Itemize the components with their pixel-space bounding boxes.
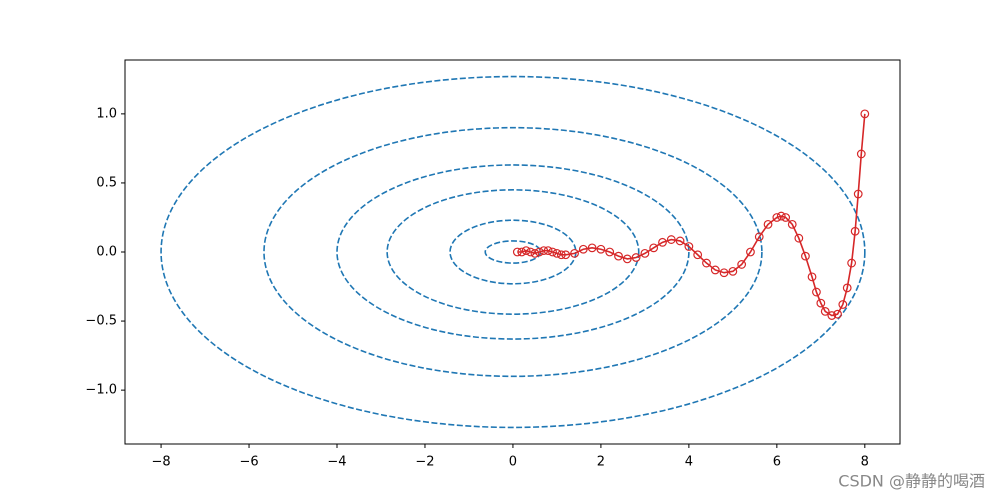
x-tick-label: −4 xyxy=(327,455,346,470)
trajectory-marker xyxy=(746,247,755,257)
trajectory-marker xyxy=(605,247,615,257)
trajectory-marker xyxy=(827,311,837,320)
contour xyxy=(386,189,640,315)
trajectory-marker xyxy=(543,246,553,256)
trajectory-marker xyxy=(561,250,571,260)
trajectory-marker xyxy=(853,189,863,199)
trajectory-marker xyxy=(754,232,764,242)
y-tick-label: 0.5 xyxy=(96,175,117,190)
trajectory-marker xyxy=(684,242,694,251)
trajectory-marker xyxy=(787,219,797,229)
trajectory-marker xyxy=(534,247,544,257)
contour xyxy=(160,75,866,429)
trajectory-marker xyxy=(772,213,782,222)
trajectory-marker xyxy=(776,211,786,221)
contour xyxy=(336,164,690,340)
trajectory-marker xyxy=(702,258,711,268)
plot-frame xyxy=(124,59,901,445)
x-tick-label: 6 xyxy=(773,455,781,470)
trajectory-marker xyxy=(719,268,729,278)
y-tick-label: 1.0 xyxy=(96,106,117,121)
watermark: CSDN @静静的喝酒 xyxy=(838,472,985,491)
trajectory-marker xyxy=(850,226,860,236)
trajectory-marker xyxy=(807,272,817,282)
trajectory-marker xyxy=(552,248,562,258)
trajectory-marker xyxy=(666,235,676,244)
trajectory-marker xyxy=(570,248,579,258)
y-tick-label: 0.0 xyxy=(96,245,117,260)
trajectory-marker xyxy=(530,248,540,258)
trajectory-marker xyxy=(856,149,866,159)
trajectory-marker xyxy=(556,250,566,260)
trajectory-marker xyxy=(842,283,852,293)
x-tick-label: −6 xyxy=(239,455,258,470)
trajectory-marker xyxy=(847,258,857,268)
x-tick-label: 2 xyxy=(597,455,605,470)
x-tick-label: −8 xyxy=(151,455,170,470)
trajectory-marker xyxy=(693,250,703,260)
trajectory-marker xyxy=(763,219,773,229)
trajectory-marker xyxy=(526,247,535,257)
trajectory-marker xyxy=(710,265,720,275)
x-tick-label: 0 xyxy=(509,455,517,470)
trajectory-marker xyxy=(833,309,842,319)
trajectory-marker xyxy=(622,254,632,264)
trajectory-marker xyxy=(649,243,659,253)
y-tick-label: −1.0 xyxy=(85,383,117,398)
trajectory-marker xyxy=(640,248,650,258)
trajectory-marker xyxy=(675,236,685,246)
trajectory-marker xyxy=(614,251,623,261)
trajectory-marker xyxy=(781,213,791,222)
trajectory-marker xyxy=(512,247,522,257)
trajectory-marker xyxy=(521,246,531,256)
y-tick-label: −0.5 xyxy=(85,314,117,329)
trajectory-marker xyxy=(539,246,549,256)
trajectory-marker xyxy=(587,243,597,253)
trajectory-marker xyxy=(631,253,641,262)
trajectory-marker xyxy=(812,287,821,297)
trajectory-marker xyxy=(596,244,606,254)
trajectory-marker xyxy=(737,260,747,269)
trajectory-marker xyxy=(794,233,804,243)
trajectory-marker xyxy=(658,237,667,247)
trajectory-marker xyxy=(820,306,830,316)
trajectory-marker xyxy=(860,109,870,119)
trajectory-marker xyxy=(838,300,848,309)
trajectory-marker xyxy=(801,251,810,261)
x-tick-label: 8 xyxy=(861,455,869,470)
trajectory-marker xyxy=(728,266,738,276)
x-tick-label: −2 xyxy=(415,455,434,470)
contour xyxy=(263,126,763,378)
trajectory-marker xyxy=(548,247,557,257)
trajectory-marker xyxy=(517,247,527,257)
x-tick-label: 4 xyxy=(685,455,693,470)
trajectory-marker xyxy=(578,244,588,254)
trajectory-marker xyxy=(816,298,826,308)
